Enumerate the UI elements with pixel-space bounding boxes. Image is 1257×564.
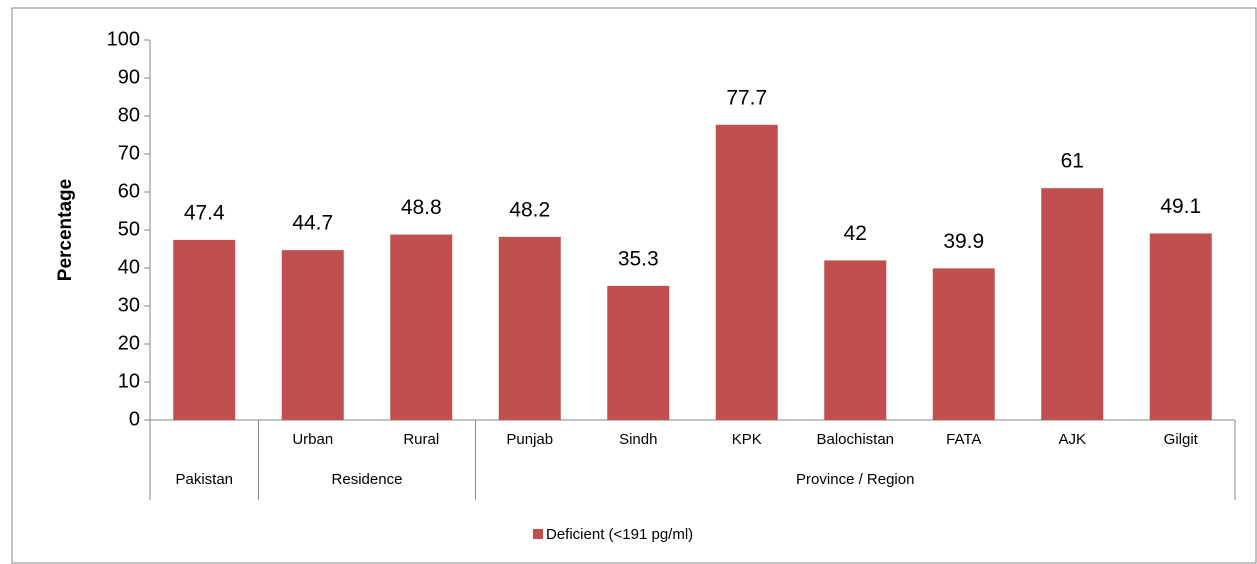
chart-frame [11,7,1257,564]
bar [607,285,670,420]
bar [1149,233,1212,420]
legend-swatch [533,529,543,539]
y-tick-label: 70 [118,142,140,164]
bar [1041,188,1104,420]
y-tick-label: 60 [118,180,140,202]
x-tick-label: KPK [732,431,762,448]
data-label: 49.1 [1160,195,1201,218]
x-tick-label: Urban [292,431,333,448]
y-tick-label: 30 [118,294,140,316]
bar [281,250,344,420]
bar [824,260,887,420]
bar [390,234,453,420]
x-tick-label: Gilgit [1164,431,1199,448]
y-tick-label: 90 [118,66,140,88]
y-tick-label: 100 [107,28,140,50]
x-tick-label: Balochistan [816,431,894,448]
group-label: Pakistan [175,471,233,488]
data-label: 42 [844,222,867,245]
x-tick-label: FATA [946,431,981,448]
group-label: Province / Region [796,471,914,488]
data-label: 47.4 [184,201,225,224]
legend-label: Deficient (<191 pg/ml) [546,526,693,543]
y-tick-label: 50 [118,218,140,240]
bar [498,236,561,420]
x-tick-label: Sindh [619,431,657,448]
y-tick-label: 0 [129,408,140,430]
x-tick-label: Punjab [506,431,553,448]
data-label: 48.8 [401,196,442,219]
data-label: 39.9 [943,230,984,253]
data-label: 77.7 [726,86,767,109]
x-tick-label: Rural [403,431,439,448]
bar [932,268,995,420]
y-tick-label: 20 [118,332,140,354]
y-axis-label: Percentage [55,179,76,281]
y-tick-label: 40 [118,256,140,278]
data-label: 61 [1061,150,1084,173]
bar [715,124,778,421]
y-tick-label: 10 [118,370,140,392]
data-label: 35.3 [618,247,659,270]
data-label: 44.7 [292,212,333,235]
data-label: 48.2 [509,198,550,221]
group-label: Residence [332,471,403,488]
bar [173,239,236,420]
x-tick-label: AJK [1058,431,1086,448]
y-tick-label: 80 [118,104,140,126]
